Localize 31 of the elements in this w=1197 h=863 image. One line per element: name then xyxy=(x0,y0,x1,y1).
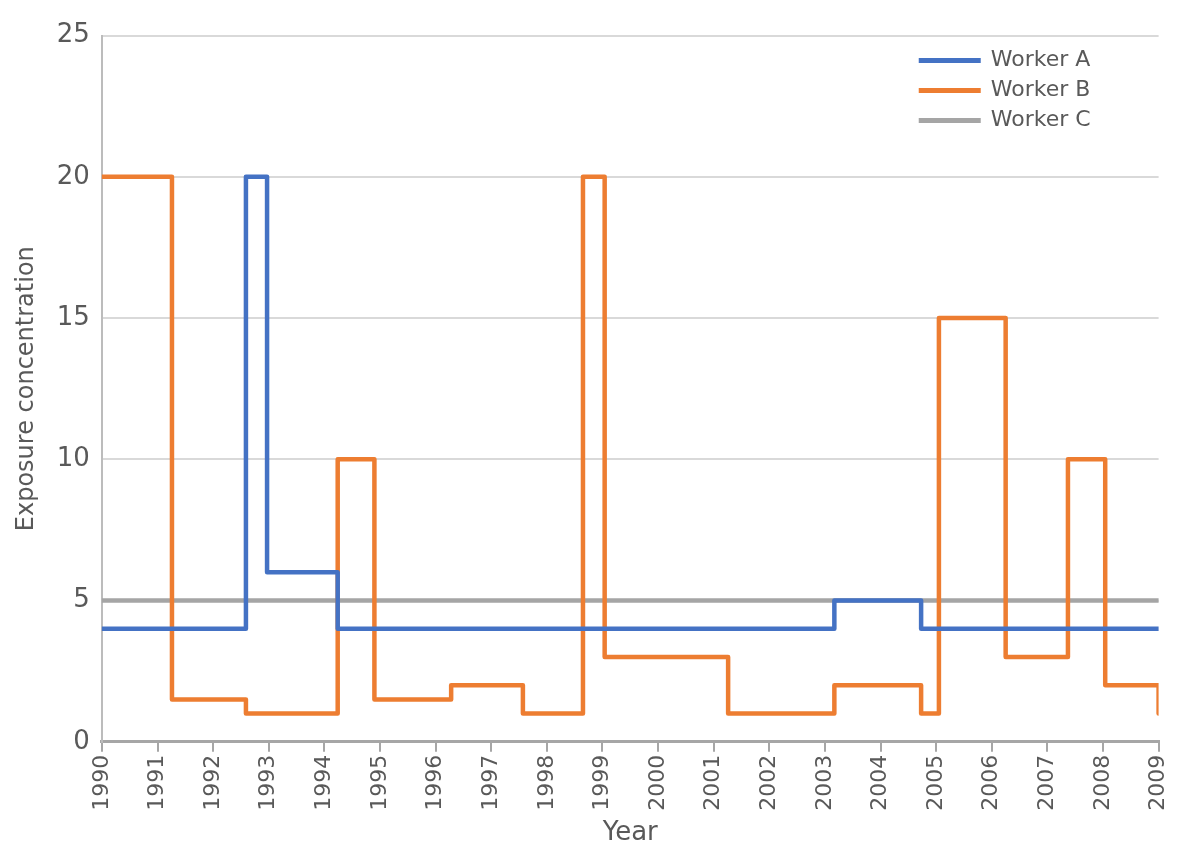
y-tick-label: 15 xyxy=(56,300,90,331)
x-tick-label: 2007 xyxy=(1033,754,1059,811)
x-tick-label: 2008 xyxy=(1088,754,1114,811)
y-tick-label: 25 xyxy=(56,18,90,49)
legend-label: Worker B xyxy=(990,76,1091,102)
x-tick-label: 1991 xyxy=(143,754,169,811)
x-tick-label: 1998 xyxy=(532,754,558,811)
y-tick-label: 10 xyxy=(56,442,90,473)
legend-label: Worker A xyxy=(990,46,1091,72)
y-tick-label: 20 xyxy=(56,159,90,190)
x-tick-label: 2006 xyxy=(977,754,1003,811)
x-axis-title: Year xyxy=(601,816,659,847)
x-tick-label: 2005 xyxy=(921,754,947,811)
x-tick-label: 1999 xyxy=(588,754,614,811)
x-tick-label: 1994 xyxy=(310,754,336,811)
y-axis-title: Exposure concentration xyxy=(10,246,39,532)
x-tick-label: 1997 xyxy=(476,754,502,811)
x-tick-label: 2000 xyxy=(643,754,669,811)
x-tick-label: 1990 xyxy=(87,754,113,811)
y-tick-label: 5 xyxy=(73,583,90,614)
x-tick-label: 1992 xyxy=(198,754,224,811)
x-tick-label: 1996 xyxy=(421,754,447,811)
x-tick-label: 1995 xyxy=(365,754,391,811)
x-tick-label: 2002 xyxy=(755,754,780,811)
x-tick-label: 2003 xyxy=(810,754,836,811)
x-tick-label: 2009 xyxy=(1144,754,1170,811)
x-tick-label: 2001 xyxy=(699,754,725,811)
x-tick-label: 2004 xyxy=(866,754,892,811)
x-tick-label: 1993 xyxy=(254,754,280,811)
y-tick-label: 0 xyxy=(73,724,90,755)
legend-label: Worker C xyxy=(990,106,1091,132)
